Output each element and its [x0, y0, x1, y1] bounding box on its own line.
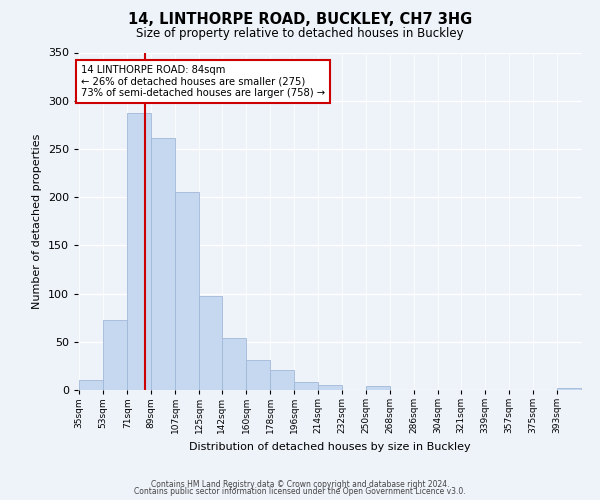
Bar: [294, 382, 318, 390]
Bar: [318, 385, 342, 390]
Bar: [557, 388, 581, 390]
Text: Contains HM Land Registry data © Crown copyright and database right 2024.: Contains HM Land Registry data © Crown c…: [151, 480, 449, 489]
X-axis label: Distribution of detached houses by size in Buckley: Distribution of detached houses by size …: [189, 442, 471, 452]
Text: Size of property relative to detached houses in Buckley: Size of property relative to detached ho…: [136, 28, 464, 40]
Text: Contains public sector information licensed under the Open Government Licence v3: Contains public sector information licen…: [134, 488, 466, 496]
Bar: [199, 296, 222, 390]
Text: 14, LINTHORPE ROAD, BUCKLEY, CH7 3HG: 14, LINTHORPE ROAD, BUCKLEY, CH7 3HG: [128, 12, 472, 28]
Bar: [270, 370, 294, 390]
Bar: [175, 192, 199, 390]
Bar: [151, 138, 175, 390]
Bar: [246, 360, 270, 390]
Y-axis label: Number of detached properties: Number of detached properties: [32, 134, 42, 309]
Bar: [222, 338, 246, 390]
Bar: [79, 380, 103, 390]
Bar: [103, 320, 127, 390]
Bar: [127, 114, 151, 390]
Text: 14 LINTHORPE ROAD: 84sqm
← 26% of detached houses are smaller (275)
73% of semi-: 14 LINTHORPE ROAD: 84sqm ← 26% of detach…: [80, 65, 325, 98]
Bar: [366, 386, 390, 390]
